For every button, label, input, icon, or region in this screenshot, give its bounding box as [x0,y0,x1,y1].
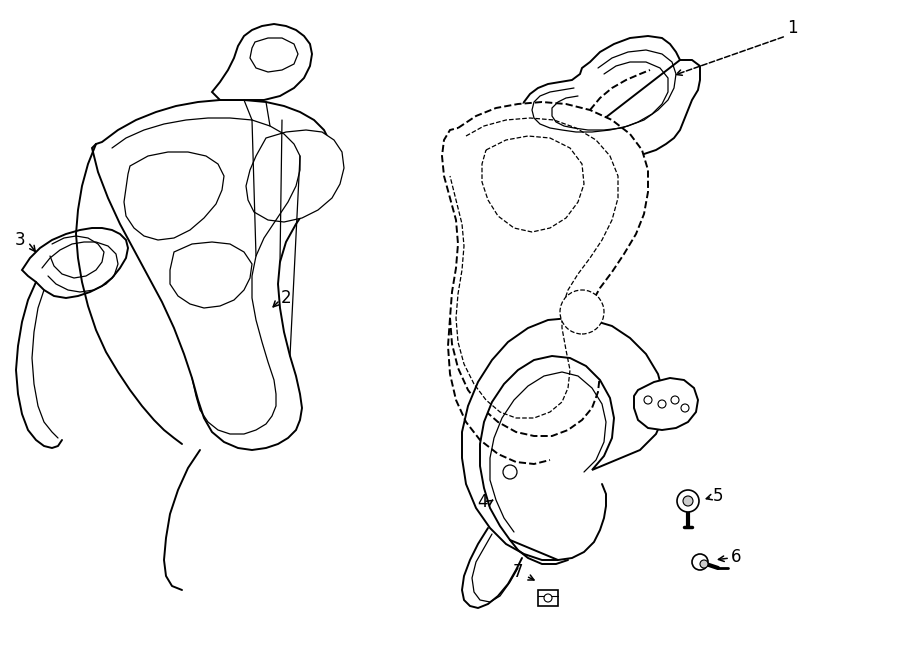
Polygon shape [520,36,682,144]
Circle shape [560,290,604,334]
Polygon shape [442,102,648,436]
Circle shape [644,396,652,404]
Polygon shape [124,152,224,240]
Polygon shape [574,60,700,156]
Circle shape [658,400,666,408]
Text: 7: 7 [513,563,523,581]
Circle shape [503,465,517,479]
Polygon shape [538,590,558,606]
Circle shape [692,554,708,570]
Polygon shape [250,38,298,72]
Circle shape [683,496,693,506]
Text: 2: 2 [281,289,292,307]
Circle shape [544,594,552,602]
Polygon shape [22,228,128,298]
Polygon shape [170,242,252,308]
Polygon shape [462,318,664,560]
Circle shape [681,404,689,412]
Polygon shape [212,24,312,100]
Polygon shape [482,136,584,232]
Text: 5: 5 [713,487,724,505]
Polygon shape [246,130,344,222]
Text: 4: 4 [477,493,487,511]
Text: 3: 3 [14,231,25,249]
Polygon shape [92,100,332,450]
Text: 6: 6 [731,548,742,566]
Circle shape [677,490,699,512]
Text: 1: 1 [787,19,797,37]
Circle shape [700,560,708,568]
Circle shape [671,396,679,404]
Polygon shape [634,378,698,430]
